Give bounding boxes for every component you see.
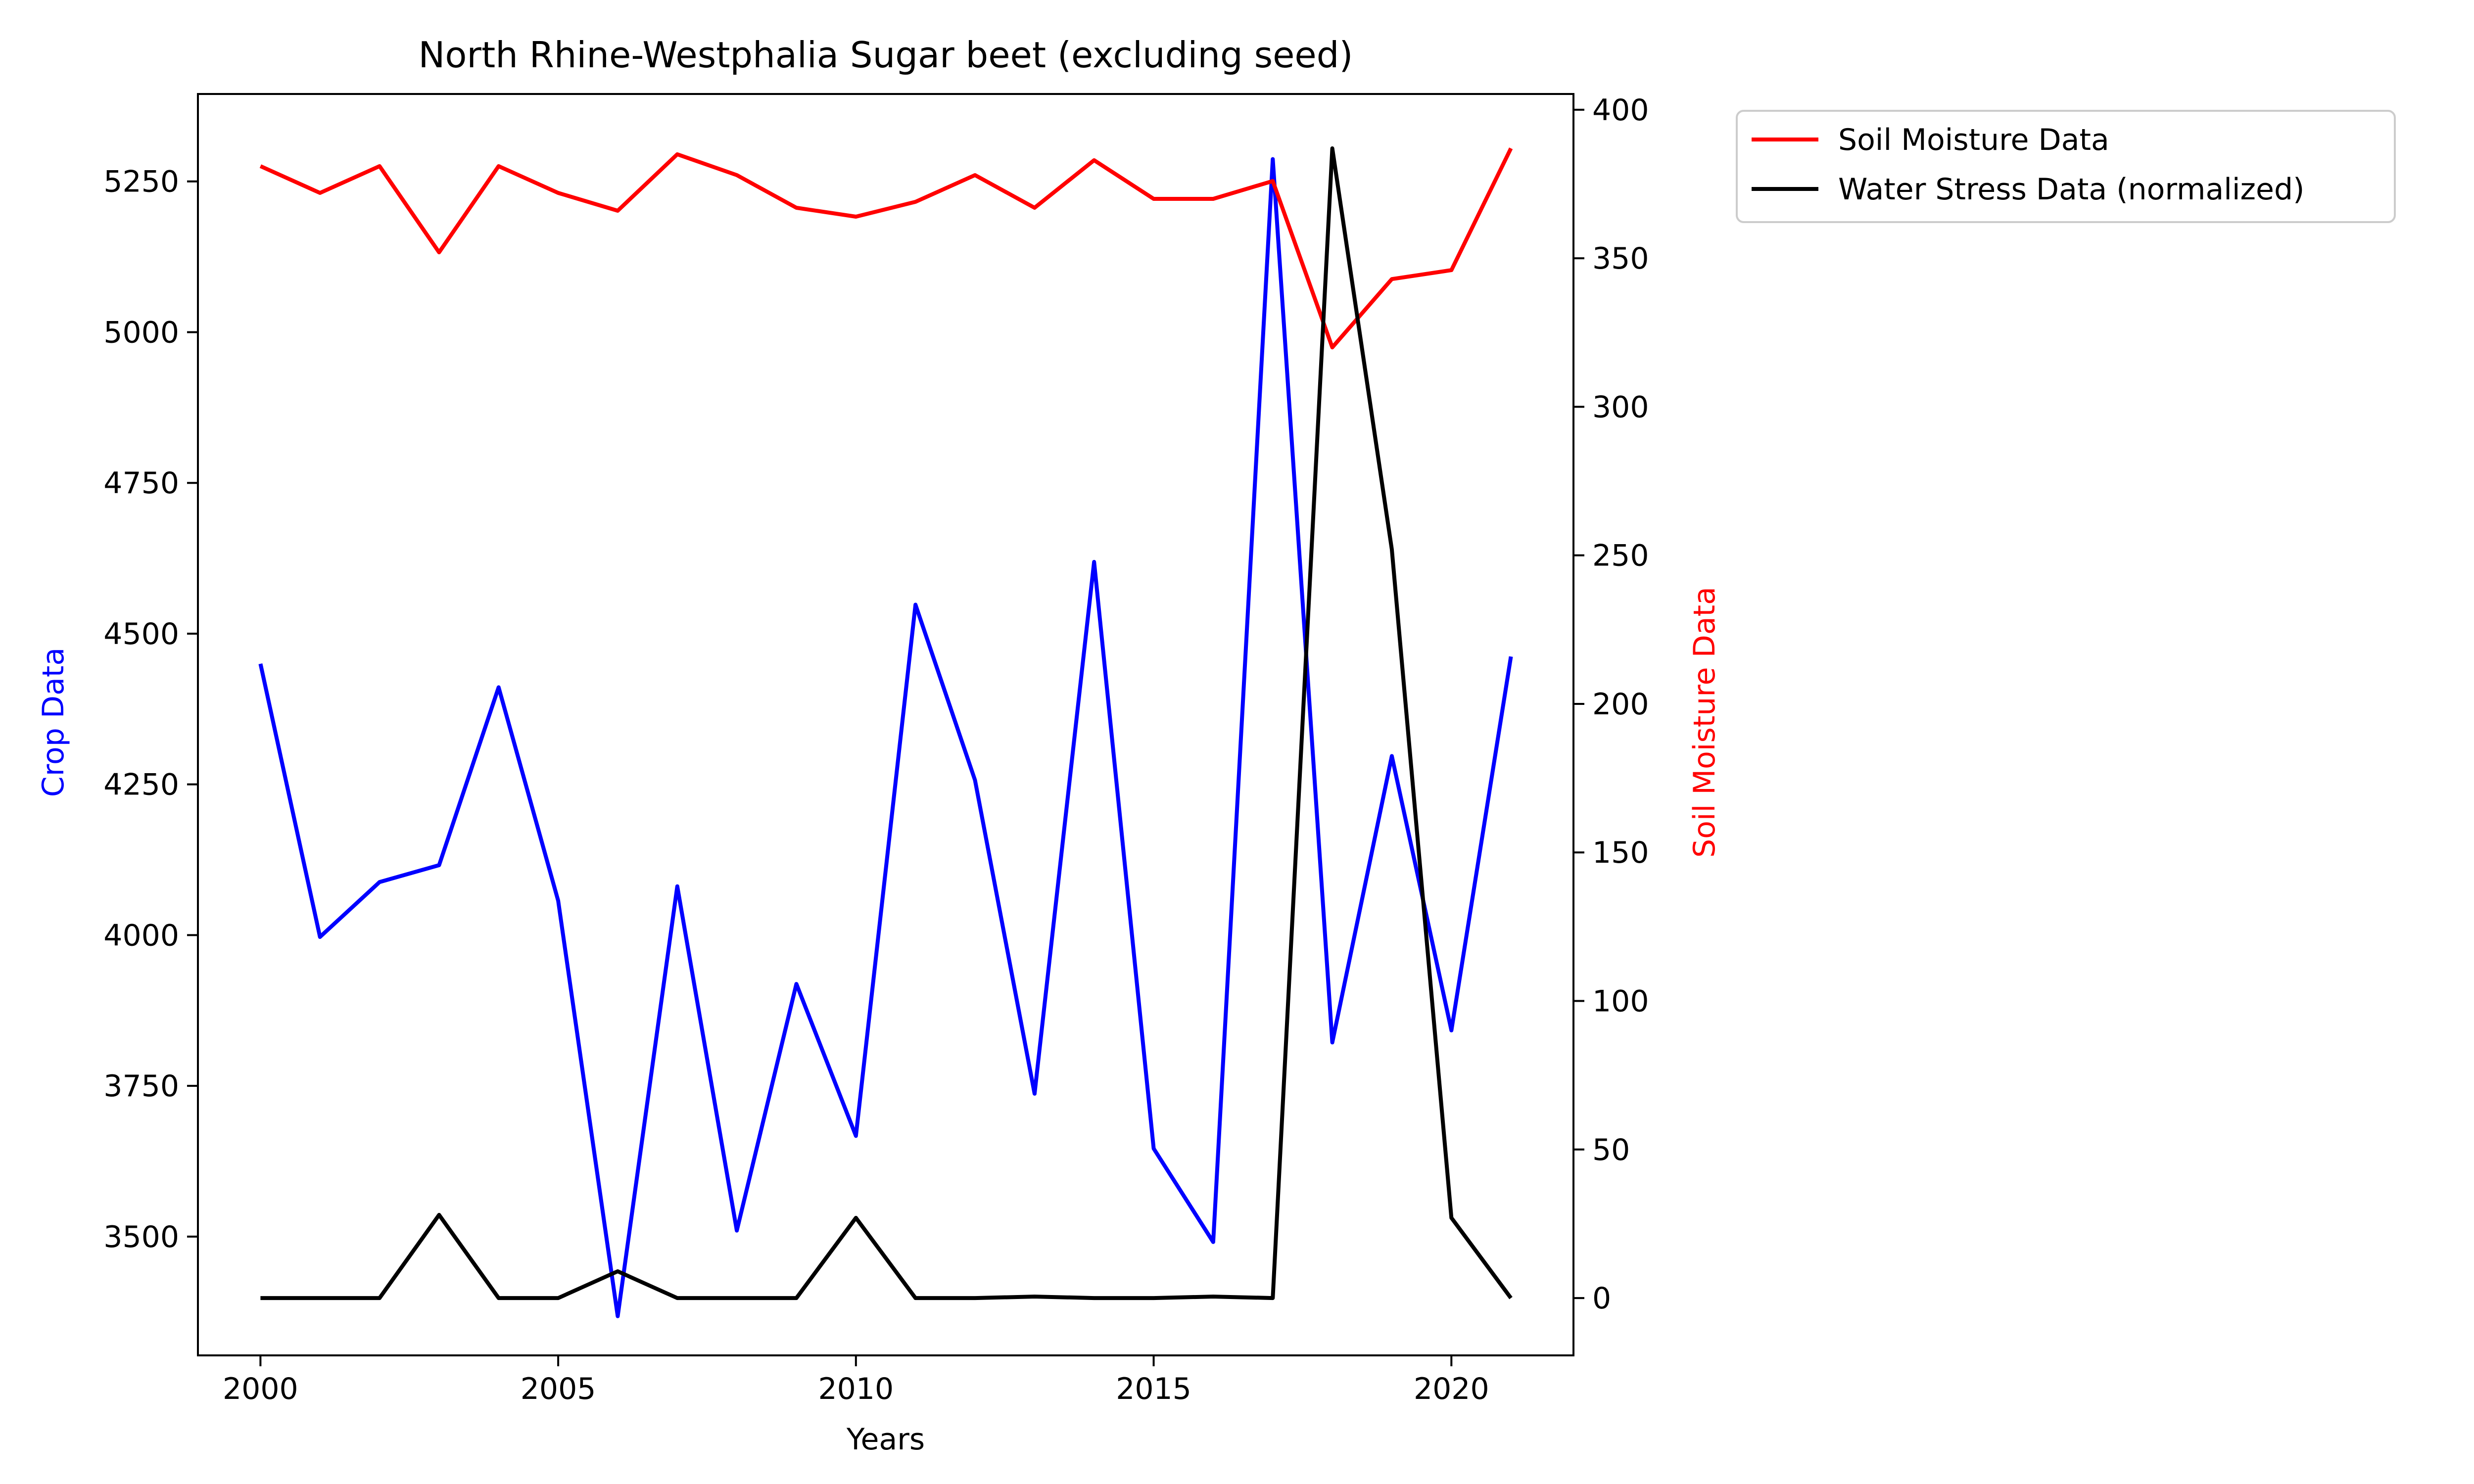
series-layer [258,146,1513,1318]
y-left-tick-label: 3750 [103,1069,179,1104]
y-right-tick-label: 300 [1592,390,1649,424]
y-left-tick-label: 5000 [103,315,179,350]
x-tick-label: 2020 [1414,1372,1489,1406]
x-tick-label: 2015 [1116,1372,1191,1406]
y-left-tick-label: 3500 [103,1220,179,1254]
x-axis-title: Years [846,1422,925,1457]
y-left-tick-label: 5250 [103,165,179,199]
series-line-soil-moisture-data [259,147,1513,350]
y-left-axis-title: Crop Data [36,648,71,797]
y-left-tick-label: 4000 [103,918,179,953]
plot-frame [197,93,1574,1356]
legend: Soil Moisture Data Water Stress Data (no… [1736,110,2396,223]
x-tick-label: 2010 [818,1372,894,1406]
y-right-tick-label: 150 [1592,835,1649,870]
y-left-tick-label: 4250 [103,768,179,802]
axes-layer: 2000 2005 2010 2015 202035003750400042504500… [103,93,1649,1406]
y-left-tick-label: 4750 [103,466,179,501]
y-right-tick-label: 100 [1592,984,1649,1019]
series-line-crop-data [258,157,1513,1318]
legend-frame [1736,110,2396,223]
y-right-tick-label: 200 [1592,687,1649,722]
y-right-tick-label: 250 [1592,539,1649,573]
y-right-tick-label: 0 [1592,1281,1611,1316]
chart-title: North Rhine-Westphalia Sugar beet (exclu… [419,34,1353,76]
legend-label-water-stress: Water Stress Data (normalized) [1838,172,2304,207]
series-line-water-stress-data-normalized [260,146,1513,1300]
y-right-tick-label: 50 [1592,1133,1630,1167]
x-tick-label: 2005 [521,1372,596,1406]
y-right-tick-label: 350 [1592,241,1649,276]
y-left-tick-label: 4500 [103,617,179,651]
x-tick-label: 2000 [223,1372,298,1406]
legend-label-soil-moisture: Soil Moisture Data [1838,123,2109,157]
y-right-tick-label: 400 [1592,93,1649,128]
y-right-axis-title: Soil Moisture Data [1687,587,1722,858]
